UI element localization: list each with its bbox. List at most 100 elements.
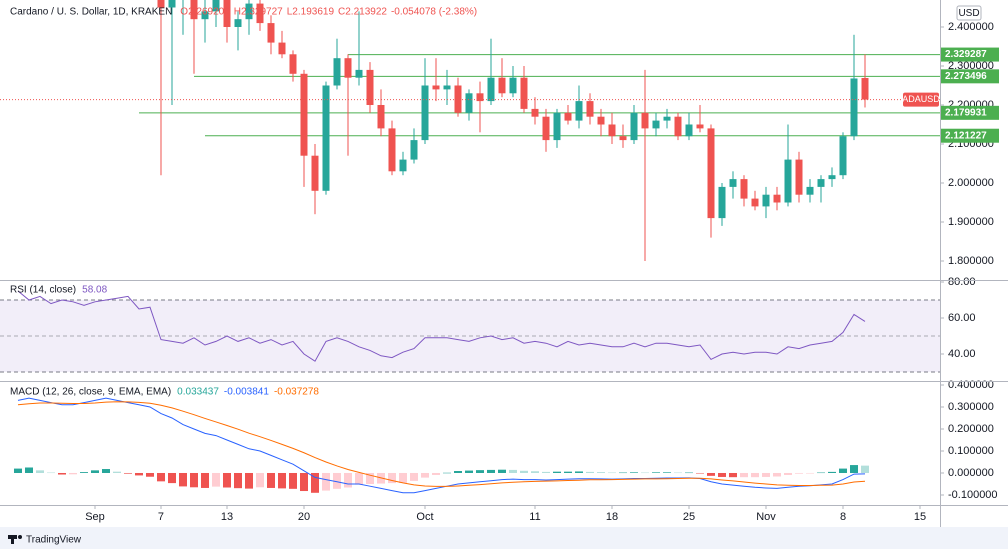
macd-legend-value: -0.003841 <box>224 387 269 398</box>
candle-body <box>245 3 253 20</box>
candle-body <box>553 112 561 141</box>
candle-body <box>190 0 198 20</box>
candle-body <box>421 85 429 141</box>
candle-body <box>388 128 396 172</box>
symbol-tag-label: ADAUSD <box>902 94 940 104</box>
histogram-bar <box>321 472 330 491</box>
histogram-bar <box>619 472 627 474</box>
macd-pane <box>13 397 870 494</box>
candle-body <box>454 85 462 113</box>
candle-body <box>476 93 484 102</box>
candle-body <box>817 179 825 187</box>
histogram-bar <box>156 472 165 482</box>
candle-body <box>366 69 374 105</box>
histogram-bar <box>57 472 66 475</box>
ohlc-legend: C2.213922 <box>338 7 387 18</box>
y-tick-label: 0.400000 <box>948 379 994 391</box>
histogram-bar <box>35 470 44 473</box>
candle-body <box>575 101 583 121</box>
candle-body <box>696 124 704 129</box>
brand: TradingView <box>26 535 82 546</box>
histogram-bar <box>332 472 341 489</box>
candle-body <box>267 23 275 43</box>
y-tick-label: 0.100000 <box>948 445 994 457</box>
candle-body <box>377 104 385 129</box>
histogram-bar <box>861 465 870 473</box>
candle-body <box>168 0 176 8</box>
x-tick-label: 25 <box>683 511 695 523</box>
candle-body <box>806 186 814 195</box>
candle-body <box>465 93 473 113</box>
candle-body <box>597 116 605 125</box>
histogram-bar <box>90 470 99 473</box>
y-tick-label: 0.200000 <box>948 423 994 435</box>
histogram-bar <box>718 472 727 477</box>
y-tick-label: 1.900000 <box>948 216 994 228</box>
histogram-bar <box>453 471 462 473</box>
candle-body <box>201 11 209 20</box>
histogram-bar <box>773 472 782 477</box>
candle-body <box>223 0 231 27</box>
histogram-bar <box>795 472 804 474</box>
candle-body <box>333 58 341 86</box>
ohlc-legend: O2.269200 <box>180 7 230 18</box>
candle-body <box>839 136 847 176</box>
histogram-bar <box>145 472 154 477</box>
histogram-bar <box>475 470 484 473</box>
y-tick-label: 2.400000 <box>948 21 994 33</box>
histogram-bar <box>420 472 429 478</box>
level-tag-label: 2.121227 <box>945 130 987 141</box>
rsi-value: 58.08 <box>82 285 107 296</box>
histogram-bar <box>530 471 539 473</box>
macd-line <box>17 397 866 494</box>
histogram-bar <box>310 472 319 493</box>
histogram-bar <box>277 472 286 489</box>
brand-logo <box>8 535 22 544</box>
chart-title: Cardano / U. S. Dollar, 1D, KRAKEN <box>10 7 172 18</box>
candle-body <box>278 42 286 55</box>
price-pane <box>0 0 940 262</box>
candle-body <box>619 136 627 141</box>
histogram-bar <box>641 472 650 474</box>
candle-body <box>322 85 330 191</box>
histogram-bar <box>508 469 517 473</box>
candle-body <box>311 155 319 191</box>
candle-body <box>795 159 803 195</box>
histogram-bar <box>574 471 583 473</box>
y-tick-label: 0.300000 <box>948 401 994 413</box>
histogram-bar <box>541 471 550 473</box>
candle-body <box>300 73 308 156</box>
candle-body <box>234 19 242 27</box>
level-tag <box>941 69 999 84</box>
histogram-bar <box>707 472 716 476</box>
histogram-bar <box>497 469 506 473</box>
histogram-bar <box>784 472 793 475</box>
ohlc-legend: L2.193619 <box>287 7 335 18</box>
candle-body <box>828 175 836 180</box>
histogram-bar <box>200 472 209 488</box>
histogram-bar <box>288 472 297 489</box>
x-tick-label: Oct <box>416 511 433 523</box>
candle-body <box>685 124 693 137</box>
histogram-bar <box>244 472 253 489</box>
histogram-bar <box>663 472 672 473</box>
histogram-bar <box>729 472 738 478</box>
histogram-bar <box>828 471 837 473</box>
ohlc-legend: -0.054078 (-2.38%) <box>391 7 477 18</box>
axes: 2.4000002.3000002.2000002.1000002.000000… <box>85 5 999 523</box>
macd-legend-value: -0.037278 <box>274 387 319 398</box>
histogram-bar <box>552 471 561 473</box>
x-tick-label: 8 <box>840 511 846 523</box>
histogram-bar <box>850 465 859 473</box>
candle-body <box>344 58 352 78</box>
histogram-bar <box>409 472 418 481</box>
level-tag <box>941 105 999 120</box>
candle-body <box>212 0 220 12</box>
histogram-bar <box>596 472 605 473</box>
candle-body <box>509 77 517 94</box>
histogram-bar <box>630 472 639 473</box>
y-tick-label: 80.00 <box>948 276 976 288</box>
candle-body <box>432 85 440 90</box>
histogram-bar <box>652 472 661 473</box>
